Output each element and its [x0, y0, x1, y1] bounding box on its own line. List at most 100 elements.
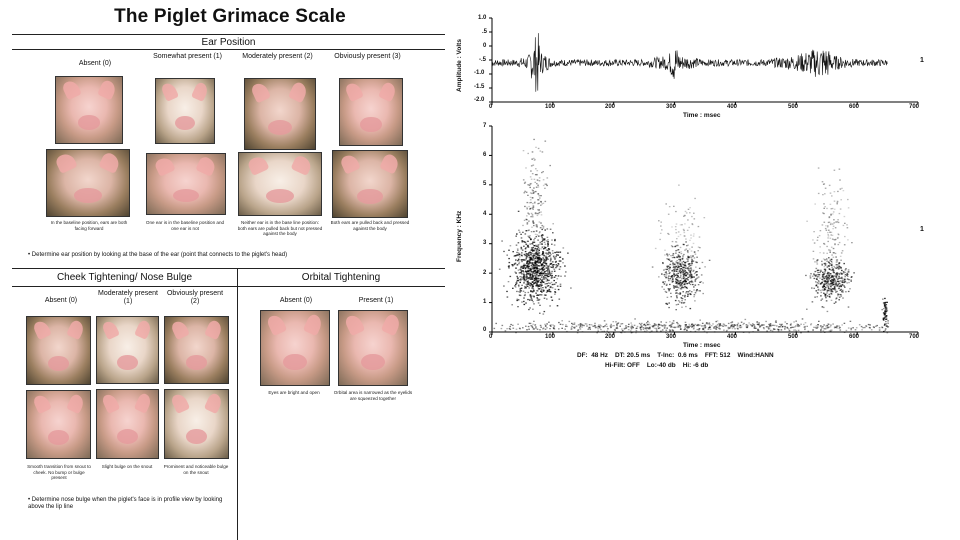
spectrogram-cell — [658, 324, 661, 326]
spectrogram-cell — [824, 263, 826, 265]
spectrogram-cell — [687, 294, 689, 296]
spectrogram-cell — [831, 275, 834, 277]
spectrogram-cell — [545, 255, 547, 257]
spectrogram-cell — [829, 263, 831, 265]
spectrogram-cell — [784, 326, 787, 329]
spectrogram-cell — [744, 318, 747, 321]
spectrogram-cell — [677, 277, 680, 279]
spectrogram-cell — [829, 249, 832, 251]
spectrogram-cell — [691, 323, 694, 325]
spectrogram-cell — [847, 306, 850, 308]
spectrogram-cell — [526, 276, 529, 278]
spectrogram-cell — [540, 326, 542, 328]
spectrogram-cell — [639, 326, 642, 328]
spectrogram-cell — [588, 326, 590, 329]
spectrogram-cell — [826, 273, 829, 275]
spectrogram-cell — [737, 328, 739, 330]
spectrogram-cell — [817, 269, 820, 271]
spectrogram-cell — [536, 297, 538, 299]
spectrogram-cell — [836, 200, 839, 202]
spectrogram-cell — [715, 320, 717, 323]
spectrogram-cell — [519, 291, 521, 293]
spectrogram-cell — [690, 273, 693, 275]
spectrogram-cell — [559, 260, 562, 262]
spectrogram-cell — [528, 263, 531, 265]
spectrogram-cell — [566, 330, 568, 333]
spectrogram-cell — [708, 259, 711, 261]
spectrogram-cell — [718, 326, 720, 328]
spectrogram-cell — [541, 254, 543, 256]
spectrogram-cell — [530, 201, 532, 204]
spectrogram-cell — [523, 303, 526, 306]
spectrogram-cell — [666, 303, 669, 305]
spectrogram-cell — [652, 326, 654, 328]
spectrogram-cell — [677, 266, 680, 268]
spectrogram-cell — [627, 325, 629, 328]
spectrogram-cell — [828, 257, 830, 259]
spectrogram-cell — [597, 330, 599, 332]
spectrogram-cell — [525, 278, 527, 280]
spectrogram-cell — [611, 325, 613, 327]
spectrogram-cell — [685, 267, 687, 269]
spectrogram-cell — [640, 329, 642, 331]
spectrogram-cell — [636, 327, 638, 329]
spectrogram-cell — [529, 269, 531, 271]
spectrogram-cell — [668, 253, 670, 256]
spectrogram-cell — [506, 296, 509, 298]
spectrogram-cell — [797, 329, 800, 331]
spectrogram-cell — [749, 323, 752, 326]
spectrogram-cell — [559, 251, 562, 253]
spectrogram-cell — [671, 280, 674, 282]
spectrogram-cell — [719, 323, 722, 325]
spectrogram-cell — [687, 263, 690, 265]
spectrogram-cell — [680, 251, 682, 253]
spectrogram-cell — [516, 251, 518, 254]
spectrogram-cell — [676, 256, 679, 259]
spectrogram-cell — [518, 256, 521, 258]
spectrogram-cell — [833, 272, 836, 274]
spectrogram-cell — [745, 324, 748, 326]
spectrogram-cell — [535, 276, 537, 278]
spectrogram-cell — [551, 250, 554, 252]
spectrogram-cell — [730, 325, 733, 327]
spectrogram-cell — [530, 325, 532, 327]
spectrogram-cell — [809, 275, 812, 277]
spectrogram-cell — [844, 274, 847, 276]
spectrogram-cell — [678, 265, 680, 267]
spectrogram-cell — [646, 329, 648, 332]
spectrogram-cell — [829, 203, 832, 205]
spectrogram-cell — [707, 323, 709, 325]
spectrogram-cell — [827, 276, 830, 278]
spectrogram-cell — [625, 327, 627, 329]
spectrogram-cell — [831, 278, 834, 281]
spectrogram-cell — [545, 267, 548, 269]
spectrogram-cell — [620, 332, 623, 334]
spectrogram-cell — [660, 330, 662, 332]
spectrogram-cell — [687, 257, 690, 259]
spectrogram-cell — [643, 330, 646, 332]
spectrogram-cell — [833, 239, 835, 241]
spectrogram-cell — [533, 283, 535, 285]
spectrogram-cell — [553, 283, 556, 285]
spectrogram-cell — [694, 279, 697, 281]
spectrogram-cell — [511, 304, 513, 306]
spectrogram-cell — [816, 292, 819, 294]
spectrogram-cell — [588, 327, 590, 329]
spectrogram-cell — [543, 278, 546, 280]
spectrogram-cell — [555, 266, 558, 268]
spectrogram-cell — [847, 239, 849, 241]
spectrogram-cell — [672, 330, 675, 332]
spectrogram-cell — [692, 269, 695, 272]
spectrogram-cell — [531, 214, 534, 216]
spectrogram-cell — [660, 225, 662, 227]
spectrogram-cell — [518, 229, 520, 231]
spectrogram-cell — [543, 245, 546, 248]
spectrogram-cell — [581, 331, 584, 333]
ear-caption: In the baseline position, ears are both … — [50, 220, 128, 231]
spectrogram-cell — [541, 228, 543, 231]
spectrogram-cell — [668, 233, 670, 235]
spectrogram-cell — [536, 299, 539, 301]
spectrogram-cell — [511, 264, 513, 266]
spectrogram-cell — [558, 260, 561, 262]
spectrogram-cell — [746, 326, 749, 328]
